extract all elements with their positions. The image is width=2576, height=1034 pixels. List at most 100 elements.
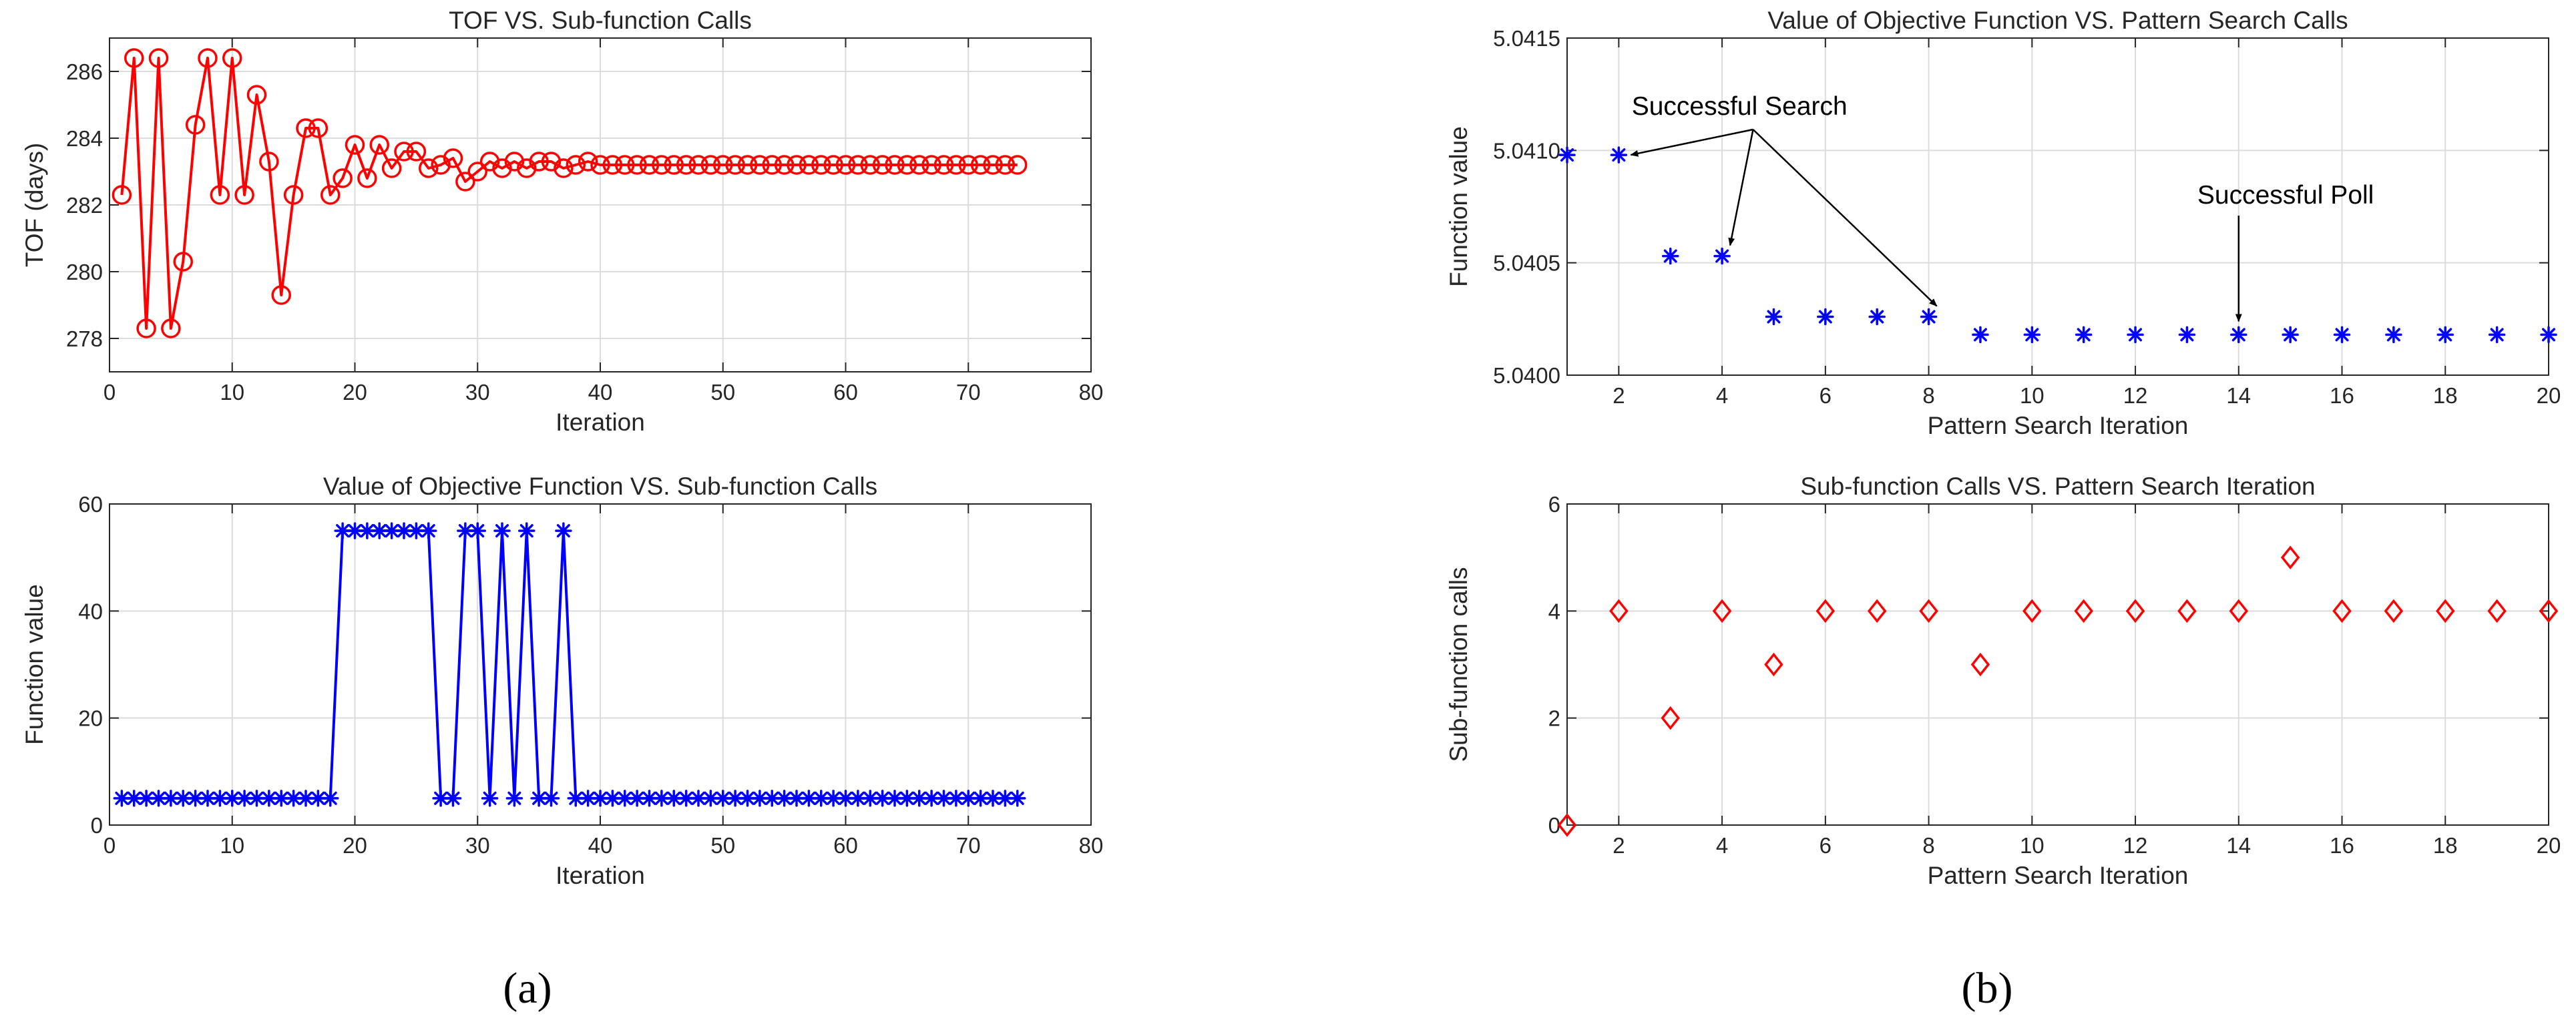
x-tick-label: 10 xyxy=(2020,833,2045,858)
data-point xyxy=(283,185,304,205)
x-tick-label: 2 xyxy=(1613,833,1625,858)
data-point xyxy=(616,790,634,807)
data-point xyxy=(751,790,769,807)
data-point xyxy=(2127,326,2144,344)
data-point xyxy=(222,48,242,68)
data-point xyxy=(1609,599,1629,623)
data-point xyxy=(320,185,341,205)
data-point xyxy=(444,790,462,807)
data-point xyxy=(1815,599,1836,623)
plot-frame xyxy=(1566,37,2549,376)
data-point xyxy=(872,155,893,175)
data-point xyxy=(750,155,770,175)
series-line xyxy=(120,57,1018,330)
x-tick-label: 4 xyxy=(1716,383,1728,408)
data-point xyxy=(652,155,672,175)
data-point xyxy=(713,155,733,175)
data-point xyxy=(296,118,316,138)
data-point xyxy=(443,148,463,168)
data-point xyxy=(2487,599,2507,623)
x-tick-label: 14 xyxy=(2226,383,2251,408)
data-point xyxy=(2125,599,2145,623)
data-point xyxy=(419,158,439,178)
data-point xyxy=(2230,326,2247,344)
x-tick-label: 80 xyxy=(1079,380,1104,405)
data-point xyxy=(112,185,132,205)
data-point xyxy=(873,790,891,807)
x-tick-label: 40 xyxy=(588,833,613,858)
chart-subcalls: 2 4 6 8 10 12 14 16 18 20 0 2 4 6 Sub-function Calls V… xyxy=(1445,473,2561,889)
y-tick-label: 0 xyxy=(1548,813,1560,838)
data-point xyxy=(1610,146,1628,164)
data-point xyxy=(837,790,855,807)
data-point xyxy=(185,115,206,135)
x-tick-label: 20 xyxy=(343,380,367,405)
x-tick-label: 30 xyxy=(465,833,490,858)
y-tick-label: 282 xyxy=(66,193,103,218)
annotation-label: Successful Poll xyxy=(2197,181,2374,210)
data-point xyxy=(763,790,781,807)
x-tick-label: 18 xyxy=(2433,833,2458,858)
data-point xyxy=(983,155,1003,175)
data-point xyxy=(2282,326,2299,344)
data-point xyxy=(688,155,708,175)
data-point xyxy=(1008,155,1028,175)
data-point xyxy=(481,790,499,807)
data-point xyxy=(1557,813,1577,837)
data-point xyxy=(2384,599,2404,623)
data-point xyxy=(529,152,549,172)
x-tick-label: 12 xyxy=(2123,383,2148,408)
data-point xyxy=(958,155,978,175)
data-point xyxy=(420,522,437,539)
data-point xyxy=(1868,308,1886,326)
chart-title: TOF VS. Sub-function Calls xyxy=(449,7,752,34)
x-tick-label: 16 xyxy=(2330,833,2354,858)
data-point xyxy=(848,155,868,175)
data-point xyxy=(234,185,254,205)
data-point xyxy=(518,522,535,539)
annotation-arrow xyxy=(1630,128,1753,157)
x-tick-label: 60 xyxy=(833,380,858,405)
data-point xyxy=(627,155,647,175)
chart-title: Sub-function Calls VS. Pattern Search It… xyxy=(1800,473,2315,500)
data-point xyxy=(811,155,831,175)
data-point xyxy=(381,158,402,178)
data-point xyxy=(493,522,511,539)
x-tick-label: 8 xyxy=(1922,833,1934,858)
data-point xyxy=(2177,599,2197,623)
x-tick-label: 10 xyxy=(220,833,244,858)
data-point xyxy=(2178,326,2196,344)
data-point xyxy=(946,155,966,175)
data-point xyxy=(737,155,758,175)
data-point xyxy=(700,155,721,175)
y-tick-label: 280 xyxy=(66,260,103,284)
x-tick-label: 70 xyxy=(956,380,981,405)
data-point xyxy=(467,162,487,182)
x-tick-label: 0 xyxy=(103,380,116,405)
y-tick-label: 6 xyxy=(1548,492,1560,517)
y-tick-label: 278 xyxy=(66,326,103,351)
y-tick-label: 20 xyxy=(78,706,103,731)
data-point xyxy=(897,155,917,175)
data-point xyxy=(322,790,339,807)
data-point xyxy=(2385,326,2402,344)
data-point xyxy=(469,522,486,539)
data-point xyxy=(1713,247,1731,265)
data-point xyxy=(2540,326,2557,344)
data-point xyxy=(359,522,376,539)
data-point xyxy=(823,155,843,175)
series-0 xyxy=(112,48,1028,338)
data-point xyxy=(236,790,253,807)
data-point xyxy=(271,285,291,305)
y-tick-label: 286 xyxy=(66,59,103,84)
data-point xyxy=(909,155,929,175)
x-tick-label: 18 xyxy=(2433,383,2458,408)
data-point xyxy=(615,155,635,175)
data-point xyxy=(369,135,389,155)
data-point xyxy=(639,155,660,175)
data-point xyxy=(457,522,474,539)
data-point xyxy=(2332,599,2352,623)
data-point xyxy=(676,155,696,175)
x-tick-label: 2 xyxy=(1613,383,1625,408)
data-point xyxy=(333,168,353,188)
